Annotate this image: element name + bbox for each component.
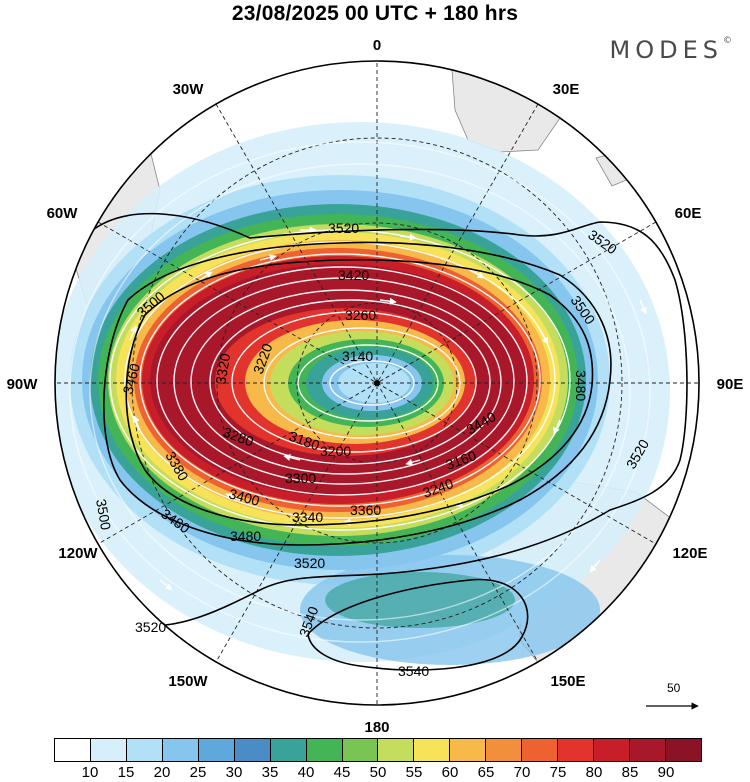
colorbar-swatch — [665, 739, 701, 761]
map-disc — [55, 61, 699, 705]
lon-label-60w: 60W — [47, 205, 79, 222]
colorbar-tick-label: 60 — [441, 764, 459, 781]
colorbar-swatch — [306, 739, 343, 761]
contour-label: 3480 — [573, 370, 589, 401]
colorbar-swatch — [594, 739, 630, 761]
lon-label-0: 0 — [373, 37, 381, 54]
colorbar-swatch — [198, 739, 235, 761]
vector-reference-arrow-icon — [646, 702, 699, 710]
contour-label: 3400 — [227, 485, 261, 509]
lon-label-120w: 120W — [58, 545, 98, 562]
contour-label: 3540 — [398, 663, 429, 679]
lon-label-30e: 30E — [553, 81, 580, 98]
colorbar-swatch — [90, 739, 127, 761]
colorbar-tick-label: 90 — [657, 764, 675, 781]
colorbar-tick-label: 70 — [513, 764, 531, 781]
colorbar-tick-label: 25 — [189, 764, 207, 781]
height-contours — [89, 212, 688, 671]
contour-label: 3520 — [328, 220, 359, 236]
contour-label: 3340 — [292, 509, 323, 525]
contour-label: 3360 — [350, 502, 381, 518]
polar-map: 3520 3520 3520 3520 3500 3500 3500 3480 … — [7, 37, 744, 735]
lon-label-30w: 30W — [173, 81, 205, 98]
colorbar-swatch — [162, 739, 199, 761]
colorbar-ticks: 10 15 20 25 30 35 40 45 50 55 60 65 70 75 80 85 90 — [54, 764, 702, 782]
copyright-mark: © — [723, 36, 732, 46]
contour-label: 3300 — [285, 470, 316, 486]
colorbar-swatch — [450, 739, 487, 761]
colorbar-tick-label: 30 — [225, 764, 243, 781]
lon-label-150w: 150W — [168, 673, 208, 690]
brand-text: MODES — [609, 36, 723, 64]
colorbar-tick-label: 40 — [297, 764, 315, 781]
colorbar-swatch — [270, 739, 307, 761]
colorbar-tick-label: 75 — [549, 764, 567, 781]
brand-logo: MODES© — [610, 36, 732, 64]
contour-label: 3460 — [119, 361, 143, 395]
colorbar-swatch — [55, 739, 91, 761]
colorbar-tick-label: 45 — [333, 764, 351, 781]
map-title: 23/08/2025 00 UTC + 180 hrs — [231, 2, 519, 25]
colorbar-tick-label: 35 — [261, 764, 279, 781]
lon-label-180: 180 — [364, 719, 389, 735]
colorbar-swatch — [234, 739, 271, 761]
contour-label: 3520 — [294, 555, 325, 571]
colorbar-swatch — [342, 739, 379, 761]
longitude-labels: 0 180 90W 90E 30W 30E 60W 60E 120W 120E … — [7, 37, 744, 735]
map-border-dash — [54, 60, 700, 706]
colorbar-tick-label: 50 — [369, 764, 387, 781]
contour-label: 3420 — [338, 267, 369, 283]
vector-reference: 50 — [640, 681, 710, 721]
colorbar-tick-label: 85 — [621, 764, 639, 781]
pole-marker — [374, 380, 380, 386]
colorbar-swatch — [126, 739, 163, 761]
colorbar-swatch — [522, 739, 559, 761]
lon-label-90e: 90E — [717, 376, 744, 393]
colorbar-swatch — [486, 739, 523, 761]
contour-label: 3480 — [230, 528, 261, 544]
wind-speed-shading — [55, 122, 670, 665]
colorbar — [54, 738, 702, 762]
contour-label: 3520 — [135, 619, 166, 635]
lon-label-120e: 120E — [672, 545, 707, 562]
colorbar-tick-label: 80 — [585, 764, 603, 781]
colorbar-tick-label: 15 — [117, 764, 135, 781]
colorbar-tick-label: 20 — [153, 764, 171, 781]
contour-label: 3320 — [212, 352, 233, 386]
colorbar-tick-label: 55 — [405, 764, 423, 781]
contour-label: 3140 — [342, 348, 373, 364]
lon-label-60e: 60E — [675, 205, 702, 222]
lon-label-90w: 90W — [7, 376, 39, 393]
colorbar-swatch — [378, 739, 415, 761]
colorbar-swatch — [414, 739, 451, 761]
colorbar-swatch — [630, 739, 666, 761]
vector-reference-value: 50 — [667, 681, 681, 695]
contour-label: 3200 — [320, 443, 351, 459]
lon-label-150e: 150E — [550, 673, 585, 690]
colorbar-tick-label: 10 — [81, 764, 99, 781]
colorbar-tick-label: 65 — [477, 764, 495, 781]
contour-label-group: 3520 3520 3520 3520 3500 3500 3500 3480 … — [93, 220, 652, 679]
contour-label: 3500 — [93, 498, 114, 532]
contour-label: 3260 — [345, 307, 376, 323]
colorbar-swatch — [558, 739, 595, 761]
streamlines — [69, 141, 651, 643]
